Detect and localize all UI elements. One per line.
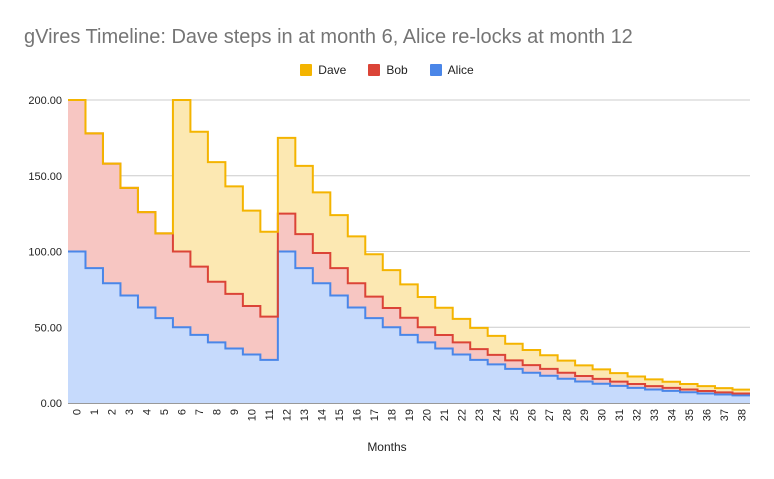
series-area-bob — [68, 100, 750, 396]
x-tick-label: 28 — [561, 409, 573, 421]
x-tick-label: 14 — [317, 409, 329, 421]
x-tick-label: 24 — [491, 409, 503, 421]
x-tick-label: 9 — [229, 409, 241, 415]
x-tick-label: 11 — [264, 409, 276, 420]
y-tick-label: 100.00 — [28, 247, 62, 259]
chart-title: gVires Timeline: Dave steps in at month … — [24, 26, 633, 48]
x-tick-label: 38 — [736, 409, 748, 421]
legend-label-dave: Dave — [318, 63, 347, 77]
x-tick-label: 12 — [282, 409, 294, 421]
x-tick-label: 0 — [72, 409, 84, 415]
x-tick-label: 30 — [596, 409, 608, 421]
x-tick-label: 26 — [526, 409, 538, 421]
x-tick-label: 20 — [421, 409, 433, 421]
x-tick-label: 36 — [701, 409, 713, 421]
series-area-alice — [68, 251, 750, 403]
x-tick-label: 4 — [142, 409, 154, 415]
legend-label-bob: Bob — [386, 63, 408, 77]
x-tick-label: 7 — [194, 409, 206, 415]
series-line-dave — [68, 99, 750, 391]
x-axis-label: Months — [367, 440, 407, 454]
x-tick-label: 23 — [474, 409, 486, 421]
x-tick-label: 16 — [352, 409, 364, 421]
x-tick-label: 21 — [439, 409, 451, 421]
series-line-bob — [68, 99, 750, 395]
legend-label-alice: Alice — [447, 63, 474, 77]
x-tick-label: 25 — [509, 409, 521, 421]
x-tick-label: 32 — [631, 409, 643, 421]
legend-swatch-dave — [300, 64, 313, 76]
x-tick-label: 34 — [666, 409, 678, 421]
x-tick-label: 3 — [124, 409, 136, 415]
x-tick-label: 27 — [544, 409, 556, 421]
y-tick-label: 200.00 — [28, 95, 62, 107]
x-tick-label: 35 — [684, 409, 696, 421]
y-tick-label: 50.00 — [34, 322, 62, 334]
x-tick-label: 8 — [212, 409, 224, 415]
x-tick-label: 31 — [614, 409, 626, 421]
x-tick-label: 22 — [456, 409, 468, 421]
y-tick-label: 150.00 — [28, 171, 62, 183]
x-tick-label: 10 — [247, 409, 259, 421]
series-area-dave — [68, 100, 750, 394]
legend-item-bob[interactable]: Bob — [368, 63, 408, 77]
x-tick-label: 15 — [334, 409, 346, 421]
x-tick-label: 6 — [177, 409, 189, 415]
x-tick-label: 33 — [649, 409, 661, 421]
x-tick-label: 37 — [719, 409, 731, 421]
y-tick-label: 0.00 — [41, 398, 62, 410]
legend-swatch-bob — [368, 64, 381, 76]
series-line-alice — [68, 250, 750, 397]
x-tick-label: 5 — [159, 409, 171, 415]
x-tick-label: 17 — [369, 409, 381, 421]
x-tick-label: 29 — [579, 409, 591, 421]
legend-item-alice[interactable]: Alice — [429, 63, 474, 77]
x-tick-label: 19 — [404, 409, 416, 421]
x-tick-label: 18 — [387, 409, 399, 421]
x-tick-label: 13 — [299, 409, 311, 421]
legend: Dave Bob Alice — [0, 63, 774, 77]
legend-item-dave[interactable]: Dave — [300, 63, 346, 77]
legend-swatch-alice — [429, 64, 442, 76]
x-tick-label: 2 — [107, 409, 119, 415]
x-tick-label: 1 — [89, 409, 101, 415]
